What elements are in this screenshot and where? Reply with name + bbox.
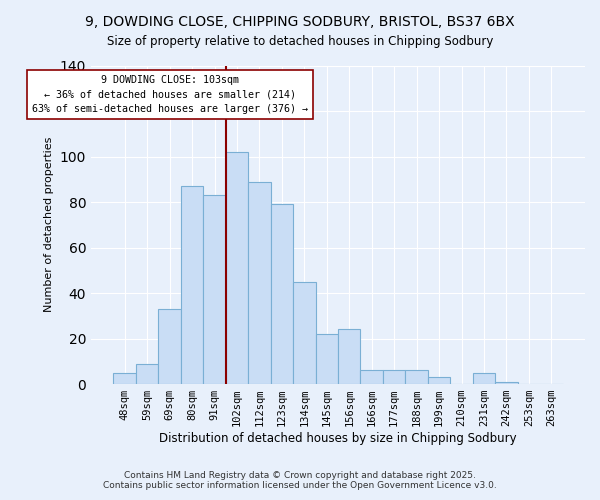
Bar (226, 152, 248, 384)
Bar (473, 372, 495, 384)
Bar (293, 282, 316, 384)
Y-axis label: Number of detached properties: Number of detached properties (44, 137, 54, 312)
Bar (158, 309, 181, 384)
Text: 9, DOWDING CLOSE, CHIPPING SODBURY, BRISTOL, BS37 6BX: 9, DOWDING CLOSE, CHIPPING SODBURY, BRIS… (85, 15, 515, 29)
Bar (203, 195, 226, 384)
Bar (248, 182, 271, 384)
Text: Contains HM Land Registry data © Crown copyright and database right 2025.
Contai: Contains HM Land Registry data © Crown c… (103, 470, 497, 490)
Bar (406, 370, 428, 384)
Bar (136, 364, 158, 384)
Bar (113, 372, 136, 384)
Bar (383, 370, 406, 384)
Bar (316, 334, 338, 384)
Bar (181, 186, 203, 384)
Bar (271, 204, 293, 384)
Bar (428, 378, 450, 384)
Text: Size of property relative to detached houses in Chipping Sodbury: Size of property relative to detached ho… (107, 35, 493, 48)
Bar (338, 330, 361, 384)
Text: 9 DOWDING CLOSE: 103sqm
← 36% of detached houses are smaller (214)
63% of semi-d: 9 DOWDING CLOSE: 103sqm ← 36% of detache… (32, 74, 308, 114)
Bar (361, 370, 383, 384)
X-axis label: Distribution of detached houses by size in Chipping Sodbury: Distribution of detached houses by size … (159, 432, 517, 445)
Bar (495, 382, 518, 384)
